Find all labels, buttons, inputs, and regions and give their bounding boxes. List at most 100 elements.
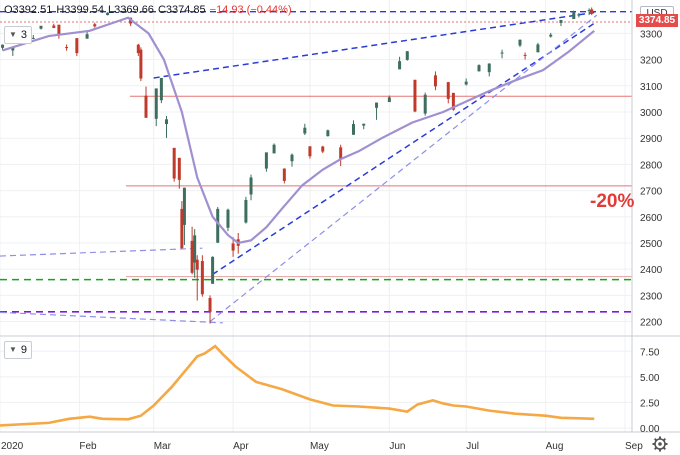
candle-body	[559, 20, 563, 23]
time-tick-label: Mar	[154, 441, 172, 452]
trend-line	[153, 11, 595, 79]
candle-body	[272, 144, 276, 154]
price-tick-label: 3200	[640, 56, 663, 67]
candle-body	[216, 208, 220, 243]
candle-body	[244, 200, 248, 223]
oscillator-path	[0, 344, 595, 427]
price-tick-label: 2500	[640, 239, 663, 250]
chevron-down-icon: ▼	[9, 30, 17, 39]
price-tick-label: 3100	[640, 82, 663, 93]
candle-body	[75, 38, 79, 54]
candle-body	[433, 75, 437, 87]
trend-line	[0, 311, 223, 324]
candle-body	[523, 54, 527, 56]
candle-body	[572, 12, 576, 20]
time-tick-label: 2020	[1, 441, 24, 452]
candle-body	[208, 297, 212, 312]
price-tick-label: 2400	[640, 265, 663, 276]
candle-body	[487, 63, 491, 73]
candle-body	[172, 147, 176, 179]
candle-body	[577, 14, 581, 16]
time-tick-label: Feb	[79, 441, 97, 452]
candle-body	[362, 123, 366, 126]
candle-body	[413, 79, 417, 112]
open-value: O3392.51	[4, 4, 53, 16]
drawdown-label: -20%	[590, 191, 634, 212]
candle-body	[139, 49, 143, 79]
time-axis-ticks: 2020 Feb Mar Apr May Jun Jul Aug Sep	[1, 441, 643, 452]
candle-body	[52, 25, 56, 28]
candle-body	[339, 147, 343, 160]
candle-body	[31, 37, 35, 39]
candle-body	[587, 10, 591, 12]
moving-average-path	[2, 16, 595, 245]
oscillator-tick-label: 5.00	[640, 373, 660, 384]
oscillator-tick-label: 2.50	[640, 398, 660, 409]
candle-body	[303, 127, 307, 134]
candle-body	[65, 47, 69, 49]
price-tick-label: 2900	[640, 134, 663, 145]
candle-body	[387, 97, 391, 103]
trend-line	[209, 14, 598, 322]
oscillator-tick-label: 7.50	[640, 347, 660, 358]
trend-line	[0, 247, 203, 257]
price-pane-tag-label: 3	[20, 29, 28, 41]
candle-body	[211, 256, 215, 284]
candle-body	[464, 81, 468, 85]
candle-body	[57, 24, 61, 35]
oscillator-tick-label: 0.00	[640, 424, 660, 435]
price-pane-grid	[0, 0, 632, 432]
time-tick-label: Jul	[466, 441, 479, 452]
candle-body	[106, 12, 110, 16]
candle-body	[182, 187, 186, 225]
time-tick-label: Aug	[546, 441, 564, 452]
oscillator-pane-collapse-button[interactable]: ▼ 9	[4, 341, 33, 359]
candle-body	[249, 177, 253, 195]
low-value: L3369.66	[108, 4, 154, 16]
time-tick-label: Apr	[233, 441, 249, 452]
candle-body	[290, 154, 294, 162]
candle-body	[85, 34, 89, 39]
price-tick-label: 2700	[640, 187, 663, 198]
candle-body	[282, 168, 286, 181]
change-value: −14.93 (−0.44%)	[209, 4, 292, 16]
price-pane-collapse-button[interactable]: ▼ 3	[4, 26, 33, 44]
candlestick-series	[1, 7, 594, 324]
candle-body	[159, 77, 163, 101]
candle-body	[351, 124, 355, 135]
candle-body	[477, 65, 481, 72]
candle-body	[1, 44, 5, 48]
candle-body	[177, 157, 181, 180]
candle-body	[590, 9, 594, 14]
candle-body	[518, 39, 522, 46]
high-value: H3399.54	[56, 4, 105, 16]
gear-icon[interactable]	[652, 436, 668, 452]
candle-body	[11, 47, 15, 51]
price-tick-label: 3000	[640, 108, 663, 119]
candle-body	[308, 146, 312, 157]
candle-body	[195, 259, 199, 270]
chevron-down-icon: ▼	[9, 345, 17, 354]
axes	[0, 0, 680, 433]
candle-body	[536, 44, 540, 53]
candle-body	[446, 82, 450, 99]
candle-body	[124, 10, 128, 13]
price-axis-ticks: 2200 2300 2400 2500 2600 2700 2800 2900 3000 3100…	[640, 29, 663, 328]
oscillator-axis-ticks: 0.00 2.50 5.00 7.50	[640, 347, 660, 435]
candle-body	[500, 52, 504, 54]
candle-body	[398, 61, 402, 70]
ohlc-legend: O3392.51 H3399.54 L3369.66 C3374.85 −14.…	[4, 2, 292, 18]
candle-body	[451, 92, 455, 110]
candle-body	[326, 130, 330, 137]
last-price-tag: 3374.85	[636, 14, 678, 27]
time-tick-label: Sep	[625, 441, 643, 452]
time-tick-label: May	[310, 441, 329, 452]
candle-body	[39, 25, 43, 29]
candle-body	[423, 94, 427, 114]
close-value: C3374.85	[157, 4, 206, 16]
oscillator-pane-grid	[0, 350, 632, 429]
candle-body	[264, 152, 268, 169]
horizontal-levels	[0, 10, 632, 313]
oscillator-pane-tag-label: 9	[20, 344, 28, 356]
